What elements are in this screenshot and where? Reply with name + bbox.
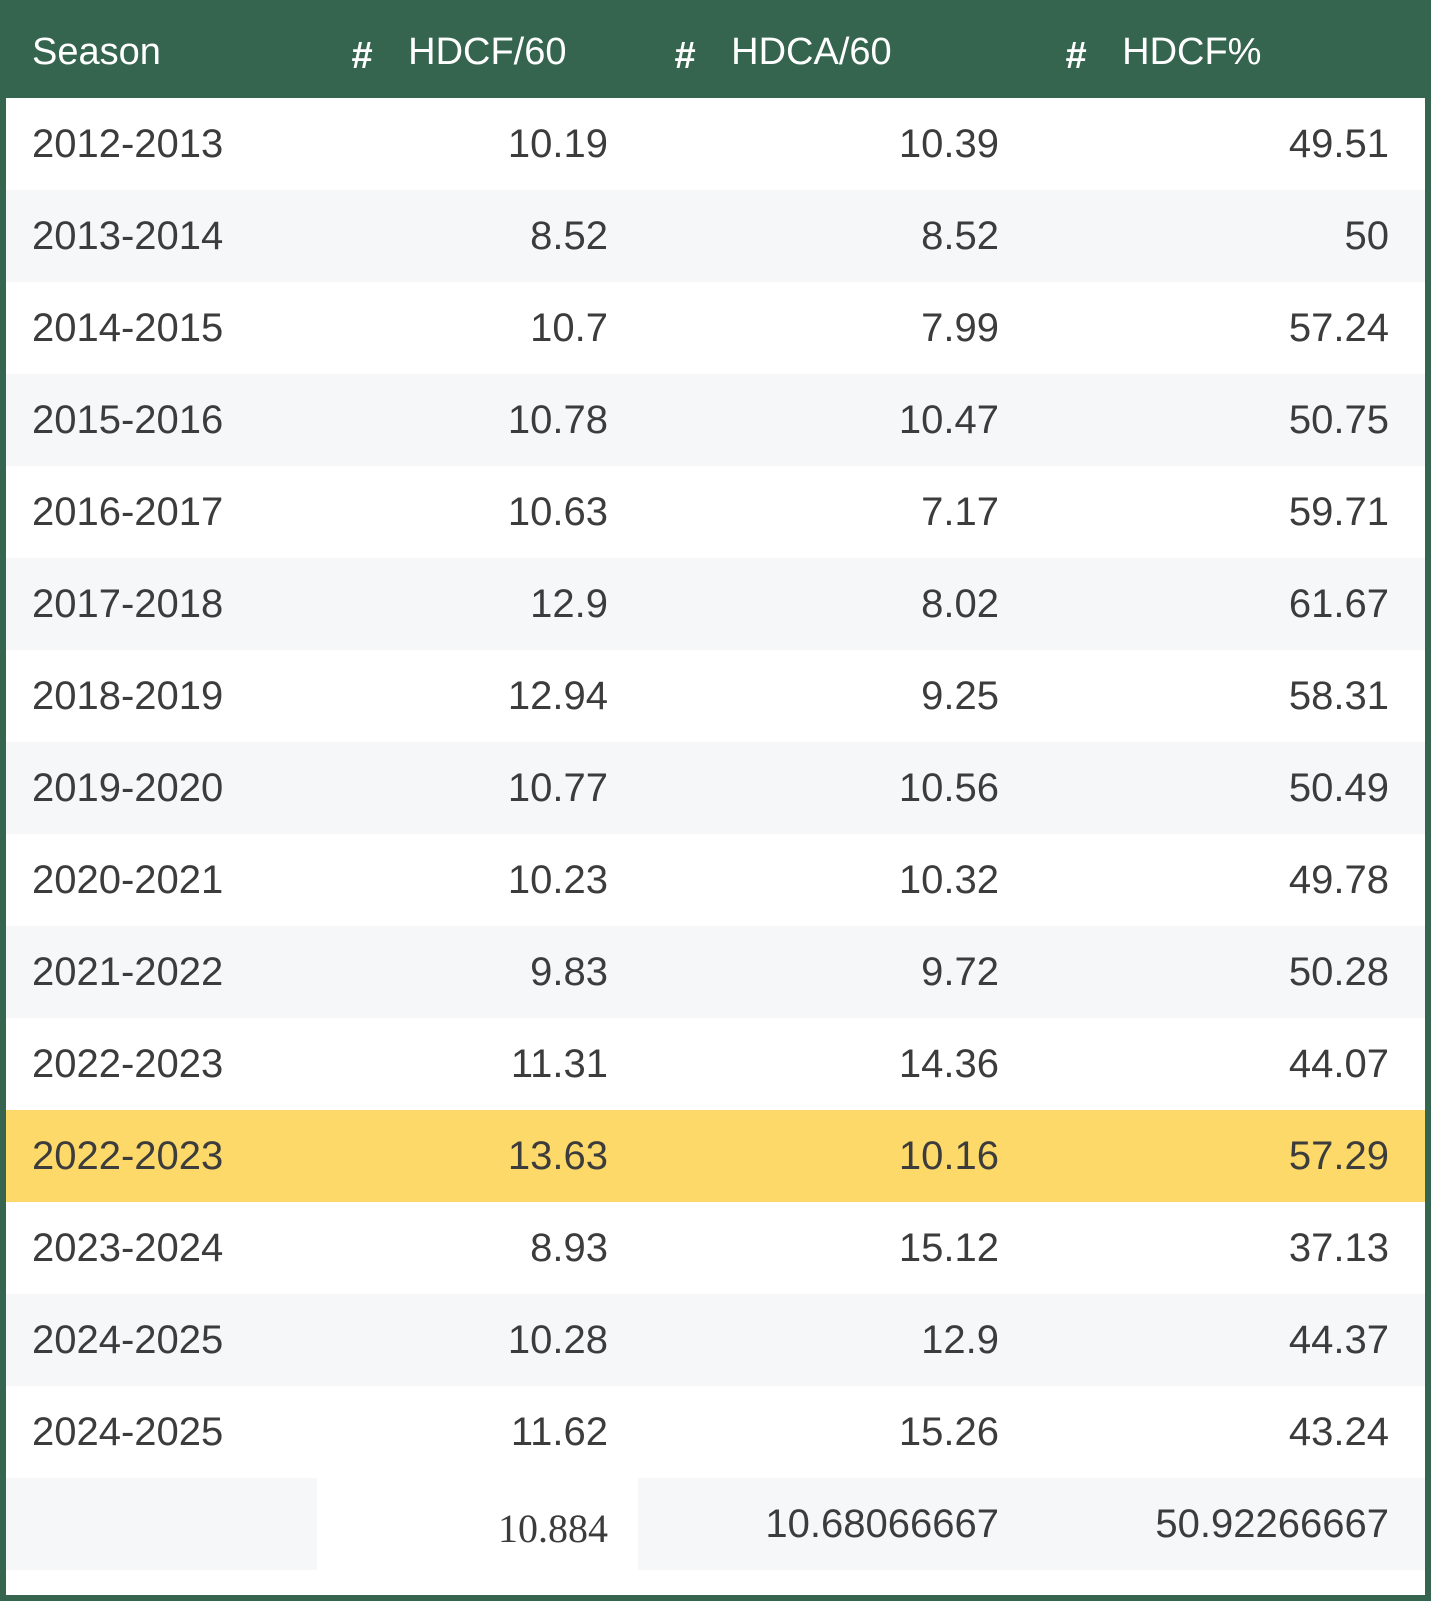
cell-hdcf-pct[interactable]: 44.07 <box>1288 1041 1389 1086</box>
cell-hdca60[interactable]: 10.16 <box>898 1133 999 1178</box>
cell-hdca60[interactable]: 10.39 <box>898 121 999 166</box>
cell-season[interactable]: 2016-2017 <box>32 489 224 534</box>
table-row[interactable]: 2016-2017 10.63 7.17 59.71 <box>6 466 1425 558</box>
cell-season[interactable]: 2019-2020 <box>32 765 224 810</box>
header-row: Season # HDCF/60 # HDCA/60 <box>6 6 1425 98</box>
summary-cell-season[interactable] <box>6 1478 317 1570</box>
cell-hdcf-pct[interactable]: 50.49 <box>1288 765 1389 810</box>
column-header-hdcf-pct[interactable]: # HDCF% <box>1029 6 1425 98</box>
cell-hdcf60[interactable]: 11.31 <box>510 1041 608 1086</box>
cell-season[interactable]: 2013-2014 <box>32 213 224 258</box>
cell-hdcf60[interactable]: 10.77 <box>507 765 608 810</box>
cell-hdcf60[interactable]: 13.63 <box>507 1133 608 1178</box>
table-row[interactable]: 2020-2021 10.23 10.32 49.78 <box>6 834 1425 926</box>
summary-cell-hdcf60[interactable]: 10.884 <box>317 1478 638 1570</box>
cell-season[interactable]: 2014-2015 <box>32 305 224 350</box>
cell-hdcf-pct[interactable]: 49.78 <box>1288 857 1389 902</box>
summary-cell-hdca60[interactable]: 10.68066667 <box>638 1478 1029 1570</box>
table-row[interactable]: 2012-2013 10.19 10.39 49.51 <box>6 98 1425 190</box>
summary-row[interactable]: 10.884 10.68066667 50.92266667 <box>6 1478 1425 1570</box>
cell-hdcf60[interactable]: 10.7 <box>530 305 608 350</box>
column-header-hdcf60[interactable]: # HDCF/60 <box>317 6 638 98</box>
cell-hdca60[interactable]: 15.26 <box>898 1409 999 1454</box>
table-row[interactable]: 2018-2019 12.94 9.25 58.31 <box>6 650 1425 742</box>
cell-season[interactable]: 2017-2018 <box>32 581 224 626</box>
numeric-type-icon: # <box>1065 34 1087 77</box>
column-header-hdcf-pct-label: HDCF% <box>1122 30 1262 73</box>
cell-hdca60[interactable]: 12.9 <box>921 1317 999 1362</box>
cell-hdcf-pct[interactable]: 58.31 <box>1288 673 1389 718</box>
cell-hdcf60[interactable]: 10.63 <box>507 489 608 534</box>
cell-season[interactable]: 2020-2021 <box>32 857 224 902</box>
cell-hdcf-pct[interactable]: 50.75 <box>1288 397 1389 442</box>
cell-hdcf60[interactable]: 9.83 <box>530 949 608 994</box>
cell-hdcf-pct[interactable]: 44.37 <box>1288 1317 1389 1362</box>
column-header-hdcf60-label: HDCF/60 <box>408 30 567 73</box>
cell-hdcf60[interactable]: 10.19 <box>507 121 608 166</box>
column-header-season[interactable]: Season <box>6 6 317 98</box>
table-row[interactable]: 2022-2023 13.63 10.16 57.29 <box>6 1110 1425 1202</box>
cell-hdcf-pct[interactable]: 57.24 <box>1288 305 1389 350</box>
table-header: Season # HDCF/60 # HDCA/60 <box>6 6 1425 98</box>
cell-hdcf-pct[interactable]: 57.29 <box>1288 1133 1389 1178</box>
cell-hdcf60[interactable]: 12.9 <box>530 581 608 626</box>
cell-hdcf-pct[interactable]: 50.28 <box>1288 949 1389 994</box>
cell-hdcf-pct[interactable]: 50 <box>1344 213 1390 258</box>
cell-hdcf60[interactable]: 8.93 <box>530 1225 608 1270</box>
cell-hdcf60[interactable]: 11.62 <box>510 1409 608 1454</box>
cell-hdcf-pct[interactable]: 37.13 <box>1288 1225 1389 1270</box>
table-row[interactable]: 2023-2024 8.93 15.12 37.13 <box>6 1202 1425 1294</box>
cell-hdcf-pct[interactable]: 49.51 <box>1288 121 1389 166</box>
cell-season[interactable]: 2015-2016 <box>32 397 224 442</box>
cell-hdcf60[interactable]: 10.28 <box>507 1317 608 1362</box>
cell-hdcf-pct[interactable]: 59.71 <box>1288 489 1389 534</box>
cell-hdcf60[interactable]: 10.78 <box>507 397 608 442</box>
table-row[interactable]: 2021-2022 9.83 9.72 50.28 <box>6 926 1425 1018</box>
column-header-season-label: Season <box>32 30 161 73</box>
cell-season[interactable]: 2012-2013 <box>32 121 224 166</box>
cell-hdcf60[interactable]: 8.52 <box>530 213 608 258</box>
table-row[interactable]: 2013-2014 8.52 8.52 50 <box>6 190 1425 282</box>
table-row[interactable]: 2024-2025 11.62 15.26 43.24 <box>6 1386 1425 1478</box>
cell-hdca60[interactable]: 7.17 <box>921 489 999 534</box>
cell-season[interactable]: 2024-2025 <box>32 1317 224 1362</box>
cell-season[interactable]: 2021-2022 <box>32 949 224 994</box>
table-row[interactable]: 2014-2015 10.7 7.99 57.24 <box>6 282 1425 374</box>
cell-hdca60[interactable]: 14.36 <box>898 1041 999 1086</box>
cell-hdca60[interactable]: 7.99 <box>921 305 999 350</box>
cell-season[interactable]: 2022-2023 <box>32 1041 224 1086</box>
cell-hdca60[interactable]: 9.72 <box>921 949 999 994</box>
cell-season[interactable]: 2023-2024 <box>32 1225 224 1270</box>
table-row[interactable]: 2022-2023 11.31 14.36 44.07 <box>6 1018 1425 1110</box>
table-row[interactable]: 2015-2016 10.78 10.47 50.75 <box>6 374 1425 466</box>
table-row[interactable]: 2017-2018 12.9 8.02 61.67 <box>6 558 1425 650</box>
cell-hdca60[interactable]: 10.32 <box>898 857 999 902</box>
cell-hdca60[interactable]: 15.12 <box>898 1225 999 1270</box>
cell-hdcf-pct[interactable]: 61.67 <box>1288 581 1389 626</box>
cell-season[interactable]: 2024-2025 <box>32 1409 224 1454</box>
table-body: 2012-2013 10.19 10.39 49.51 2013-2014 8.52 8.5… <box>6 98 1425 1478</box>
table-row[interactable]: 2024-2025 10.28 12.9 44.37 <box>6 1294 1425 1386</box>
cell-hdcf-pct[interactable]: 43.24 <box>1288 1409 1389 1454</box>
cell-hdca60[interactable]: 10.56 <box>898 765 999 810</box>
column-header-hdca60[interactable]: # HDCA/60 <box>638 6 1029 98</box>
cell-hdcf60[interactable]: 12.94 <box>507 673 608 718</box>
numeric-type-icon: # <box>674 34 696 77</box>
table-row[interactable]: 2019-2020 10.77 10.56 50.49 <box>6 742 1425 834</box>
cell-hdca60[interactable]: 8.52 <box>921 213 999 258</box>
numeric-type-icon: # <box>351 34 373 77</box>
table-footer: 10.884 10.68066667 50.92266667 <box>6 1478 1425 1570</box>
column-header-hdca60-label: HDCA/60 <box>731 30 892 73</box>
season-stats-table: Season # HDCF/60 # HDCA/60 <box>6 6 1425 1570</box>
cell-hdcf60[interactable]: 10.23 <box>507 857 608 902</box>
cell-hdca60[interactable]: 10.47 <box>898 397 999 442</box>
summary-cell-hdcf-pct[interactable]: 50.92266667 <box>1029 1478 1425 1570</box>
cell-season[interactable]: 2018-2019 <box>32 673 224 718</box>
cell-hdca60[interactable]: 8.02 <box>921 581 999 626</box>
cell-season[interactable]: 2022-2023 <box>32 1133 224 1178</box>
cell-hdca60[interactable]: 9.25 <box>921 673 999 718</box>
